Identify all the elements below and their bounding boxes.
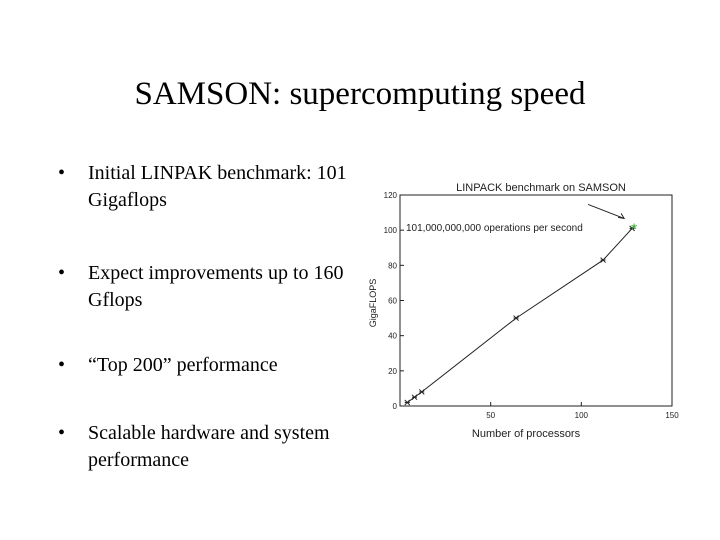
series-line [407,228,633,403]
data-point [411,394,418,401]
annotation-text: 101,000,000,000 operations per second [406,223,583,234]
x-tick-label: 50 [486,411,495,420]
series-line-group [407,228,633,403]
y-tick-label: 60 [388,297,397,306]
data-point [629,225,635,232]
bullet-item: • Initial LINPAK benchmark: 101 Gigaflop… [58,160,358,214]
bullet-text: Scalable hardware and system performance [88,422,330,471]
data-point [404,399,411,406]
highlight-marker: * [631,221,637,238]
annotation-arrowhead [618,213,626,220]
chart-title: LINPACK benchmark on SAMSON [456,182,626,194]
data-point [600,257,606,263]
annotation-arrow-shaft [587,203,625,219]
bullet-item: • Expect improvements up to 160 Gflops [58,260,358,314]
x-tick-label: 100 [575,411,589,420]
bullet-dot: • [58,262,66,284]
data-points [404,225,635,406]
y-axis-label: GigaFLOPS [368,279,378,328]
x-tick-label: 150 [665,411,679,420]
y-tick-label: 20 [388,367,397,376]
y-tick-label: 120 [384,191,398,200]
x-axis-label: Number of processors [472,428,581,440]
y-tick-label: 100 [384,226,398,235]
bullet-item: • Scalable hardware and system performan… [58,420,358,474]
linpack-chart: LINPACK benchmark on SAMSON GigaFLOPS Nu… [368,182,679,440]
bullet-dot: • [58,354,66,376]
bullet-item: • “Top 200” performance [58,352,358,379]
y-ticks: 0 20 40 60 80 100 120 [384,191,404,411]
x-ticks: 50 100 150 [486,402,679,420]
y-tick-label: 80 [388,261,397,270]
bullet-dot: • [58,422,66,444]
y-tick-label: 0 [393,402,398,411]
bullet-text: Initial LINPAK benchmark: 101 Gigaflops [88,162,347,211]
plot-frame [399,194,673,407]
slide-title: SAMSON: supercomputing speed [134,76,586,112]
bullet-text: Expect improvements up to 160 Gflops [88,262,344,311]
y-tick-label: 40 [388,332,397,341]
data-point [513,315,519,321]
bullet-text: “Top 200” performance [88,354,278,376]
data-point [418,389,425,395]
bullet-dot: • [58,162,66,184]
